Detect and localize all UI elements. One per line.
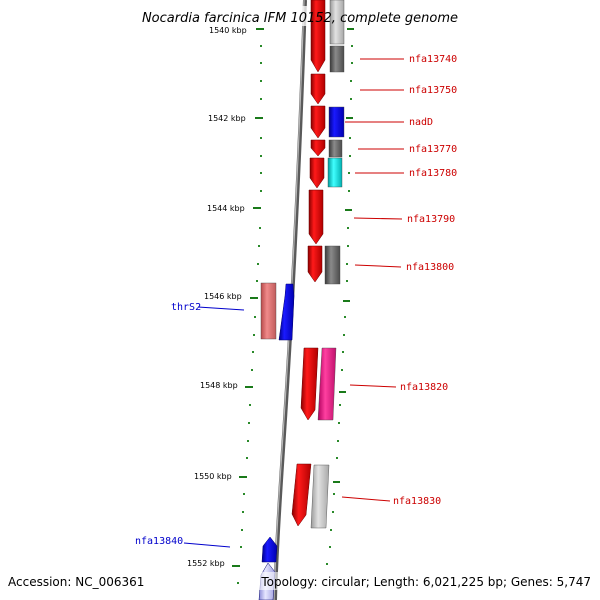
major-ticks	[232, 28, 354, 567]
tick-label-1548: 1548 kbp	[200, 381, 238, 390]
gene-arrow-thrS2	[278, 283, 295, 341]
outer-dotted-guide	[326, 45, 353, 565]
tick-label-1546: 1546 kbp	[204, 292, 242, 301]
accession-text: Accession: NC_006361	[8, 575, 144, 589]
tick-label-1550: 1550 kbp	[194, 472, 232, 481]
tick-label-1540: 1540 kbp	[209, 26, 247, 35]
tick-label-1544: 1544 kbp	[207, 204, 245, 213]
label-leaders	[183, 58, 404, 548]
annot-box-nfa13820	[317, 347, 337, 421]
annot-box-thrS2	[260, 282, 277, 340]
genome-backbone-highlight	[273, 0, 305, 600]
gene-label-nfa13790[interactable]: nfa13790	[407, 214, 455, 225]
genome-backbone	[273, 0, 307, 600]
map-title: Nocardia farcinica IFM 10152, complete g…	[142, 11, 458, 26]
gene-arrow-nadD	[310, 105, 326, 139]
gene-label-nfa13750[interactable]: nfa13750	[409, 85, 457, 96]
gene-arrow-nfa13840	[261, 536, 278, 563]
annot-box-nfa13770	[328, 139, 343, 158]
gene-arrow-nfa13820	[300, 347, 319, 421]
forward-strand-genes	[291, 0, 326, 527]
gene-label-nfa13840[interactable]: nfa13840	[135, 536, 183, 547]
tick-label-1552: 1552 kbp	[187, 559, 225, 568]
topology-text: Topology: circular; Length: 6,021,225 bp…	[260, 575, 591, 589]
gene-arrow-nfa13800	[307, 245, 323, 283]
gene-label-thrS2[interactable]: thrS2	[171, 302, 201, 313]
inner-dotted-guide	[237, 45, 262, 584]
annot-box-top	[329, 0, 345, 45]
annotation-boxes	[260, 0, 345, 529]
gene-arrow-nfa13770	[310, 139, 326, 157]
annot-box-nfa13780	[327, 157, 343, 188]
tick-label-1542: 1542 kbp	[208, 114, 246, 123]
annot-box-nfa13830	[310, 464, 330, 529]
annot-box-nadD	[328, 106, 345, 138]
gene-arrow-nfa13790	[308, 189, 324, 245]
gene-arrow-nfa13740	[310, 0, 326, 73]
gene-label-nfa13770[interactable]: nfa13770	[409, 144, 457, 155]
gene-label-nfa13780[interactable]: nfa13780	[409, 168, 457, 179]
gene-label-nadD[interactable]: nadD	[409, 117, 433, 128]
gene-label-nfa13800[interactable]: nfa13800	[406, 262, 454, 273]
title-backdrop	[130, 6, 470, 26]
gene-label-nfa13820[interactable]: nfa13820	[400, 382, 448, 393]
gene-label-nfa13740[interactable]: nfa13740	[409, 54, 457, 65]
gene-label-nfa13830[interactable]: nfa13830	[393, 496, 441, 507]
footer-backdrop	[255, 572, 600, 590]
gene-arrow-nfa13750	[310, 73, 326, 105]
gene-arrow-nfa13830	[291, 463, 312, 527]
annot-box-nfa13740	[329, 45, 345, 73]
gene-arrow-nfa13780	[309, 157, 325, 189]
annot-box-nfa13800	[324, 245, 341, 285]
